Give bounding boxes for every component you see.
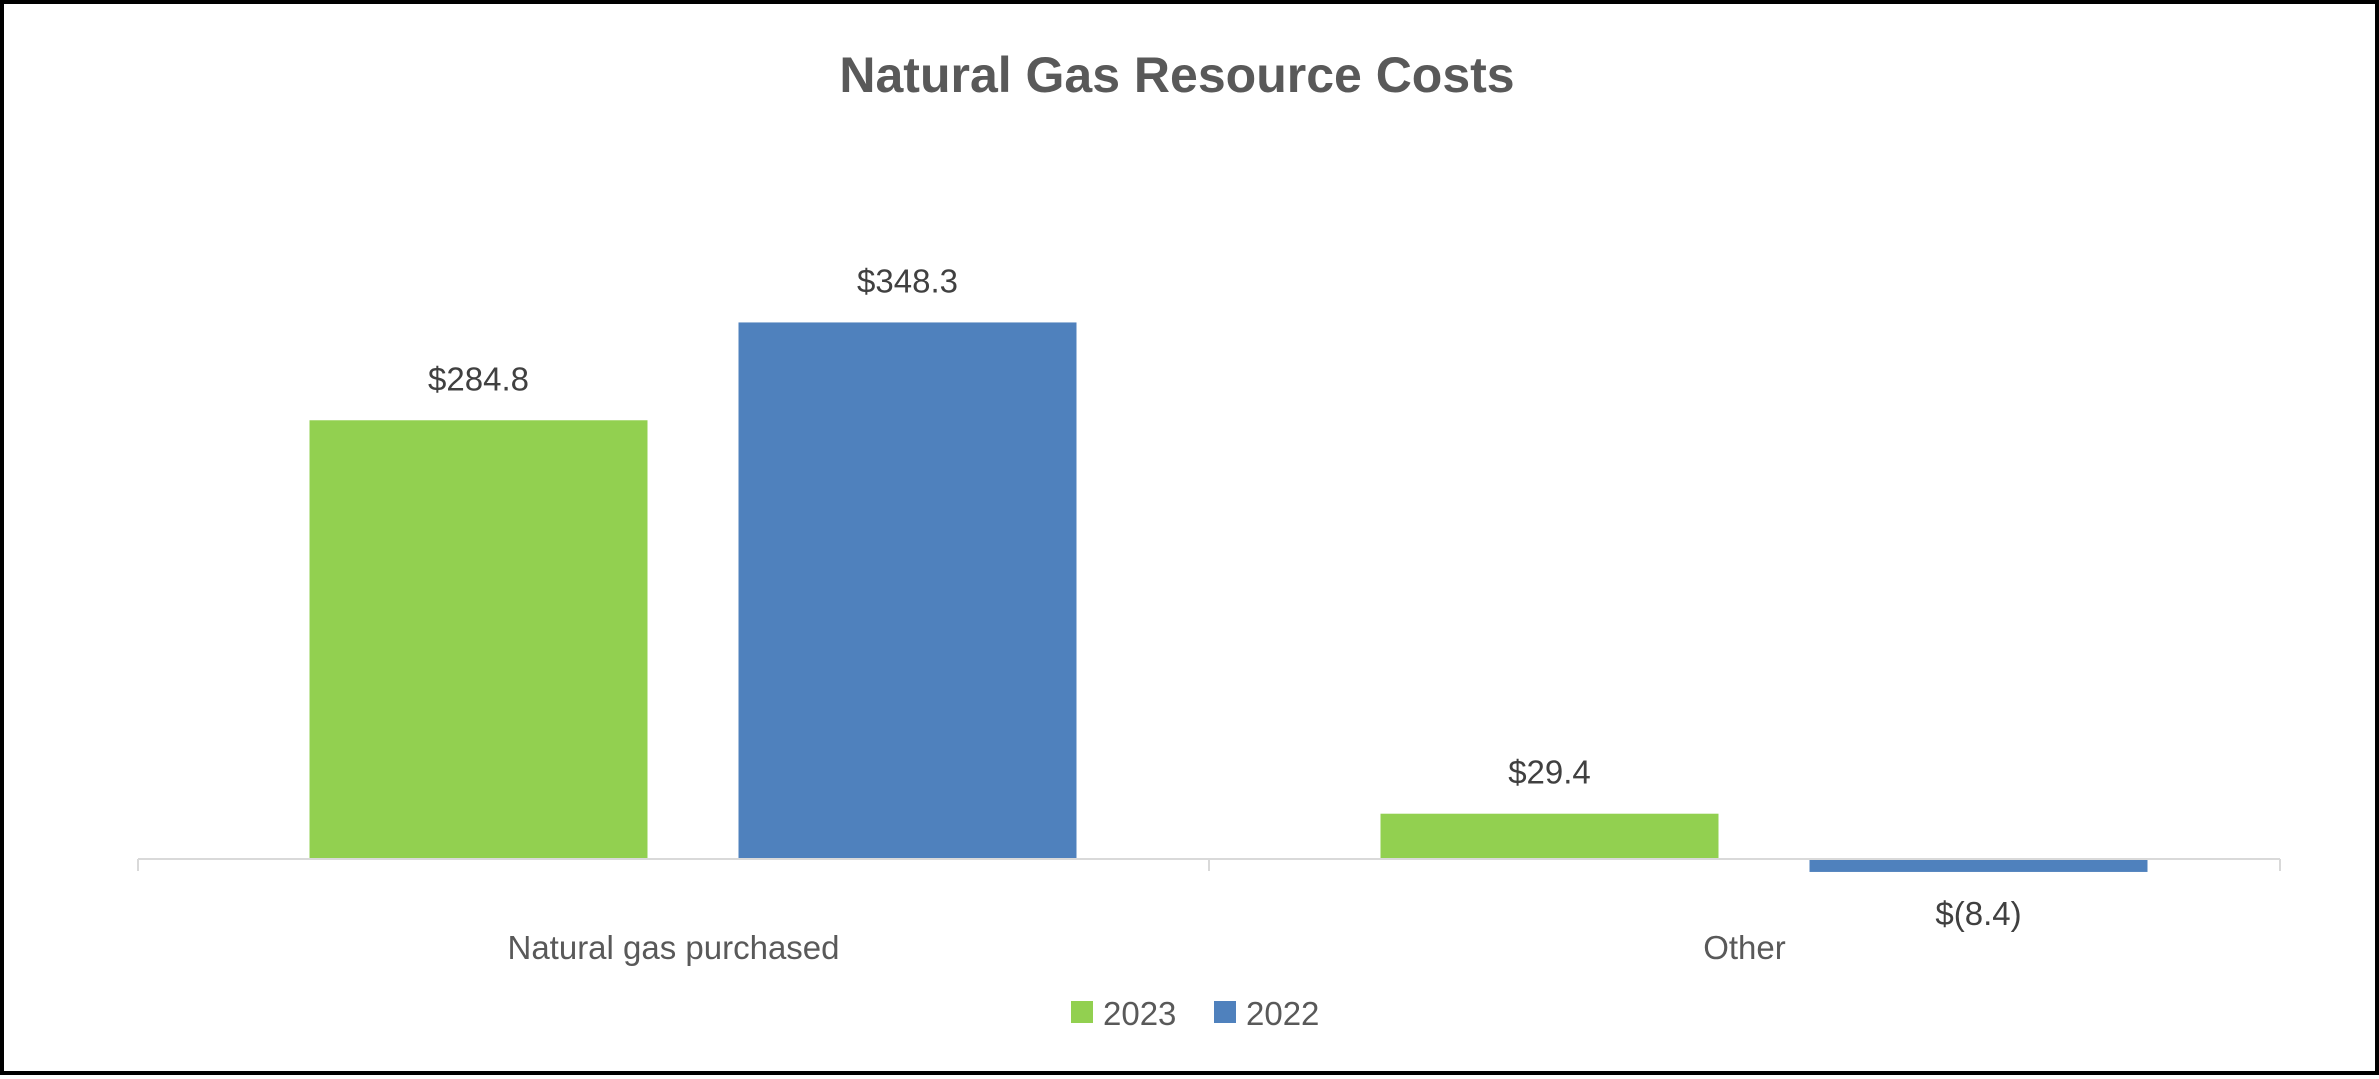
legend: 2023 2022 xyxy=(1071,995,1319,1032)
data-label-2023-0: $284.8 xyxy=(428,360,529,397)
bar-2023-0 xyxy=(309,420,648,859)
bar-chart: Natural Gas Resource Costs $284.8 $29.4 $3… xyxy=(137,47,2281,1032)
category-label: Other xyxy=(1703,929,1786,966)
bar-2022-1 xyxy=(1809,859,2148,872)
plot-area: $284.8 $29.4 $348.3 $(8.4) Natural gas purch… xyxy=(137,262,2281,966)
bar-2023-1 xyxy=(1380,813,1719,859)
legend-label-2023: 2023 xyxy=(1103,995,1176,1032)
bar-2022-0 xyxy=(738,322,1077,859)
category-label: Natural gas purchased xyxy=(507,929,839,966)
data-label-2022-1: $(8.4) xyxy=(1935,895,2021,932)
legend-label-2022: 2022 xyxy=(1246,995,1319,1032)
data-label-2023-1: $29.4 xyxy=(1508,754,1591,791)
chart-title: Natural Gas Resource Costs xyxy=(839,47,1514,103)
legend-swatch-2022 xyxy=(1214,1001,1236,1023)
data-label-2022-0: $348.3 xyxy=(857,262,958,299)
legend-swatch-2023 xyxy=(1071,1001,1093,1023)
